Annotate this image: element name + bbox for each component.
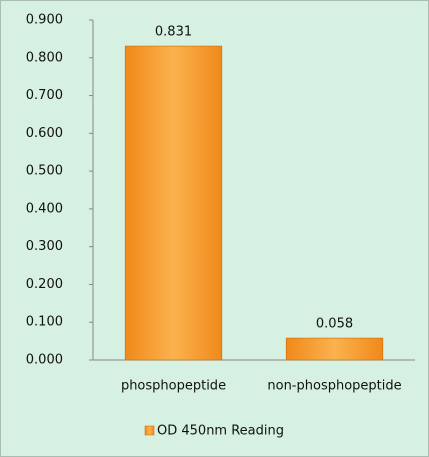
y-tick-label: 0.000 <box>26 353 63 368</box>
bar <box>124 45 223 361</box>
y-tick-label: 0.600 <box>26 126 63 141</box>
y-tick-label: 0.500 <box>26 164 63 179</box>
y-tick-label: 0.400 <box>26 201 63 216</box>
y-tick-label: 0.800 <box>26 50 63 65</box>
y-tick-label: 0.300 <box>26 239 63 254</box>
y-tick-label: 0.200 <box>26 277 63 292</box>
bar <box>285 337 384 361</box>
y-tick-label: 0.700 <box>26 88 63 103</box>
y-tick-label: 0.900 <box>26 13 63 28</box>
x-tick-label: non-phosphopeptide <box>267 379 401 394</box>
y-tick-label: 0.100 <box>26 315 63 330</box>
legend-label: OD 450nm Reading <box>157 424 284 439</box>
data-label: 0.058 <box>316 317 353 332</box>
legend-swatch <box>144 425 155 436</box>
x-tick-label: phosphopeptide <box>121 379 226 394</box>
data-label: 0.831 <box>155 25 192 40</box>
